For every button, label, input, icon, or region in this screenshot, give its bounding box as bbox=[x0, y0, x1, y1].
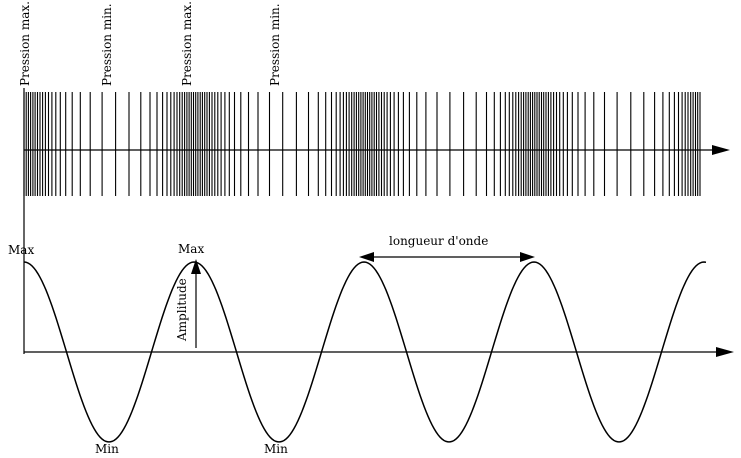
wavelength-arrowhead-left bbox=[359, 252, 374, 262]
pressure-axis-arrowhead bbox=[712, 145, 730, 155]
label-pressure-min-2: Pression min. bbox=[268, 3, 282, 86]
label-max-second: Max bbox=[178, 242, 205, 256]
label-min-second: Min bbox=[264, 442, 288, 456]
pressure-lines bbox=[23, 92, 701, 196]
label-pressure-min-1: Pression min. bbox=[100, 3, 114, 86]
sine-wave bbox=[23, 261, 707, 443]
label-pressure-max-1: Pression max. bbox=[18, 1, 32, 86]
amplitude-arrowhead bbox=[191, 259, 201, 274]
label-amplitude: Amplitude bbox=[175, 278, 189, 341]
label-max-left: Max bbox=[8, 243, 35, 257]
wavelength-arrowhead-right bbox=[520, 252, 535, 262]
label-wavelength: longueur d'onde bbox=[389, 234, 489, 248]
wave-axis-arrowhead bbox=[716, 347, 734, 357]
label-min-first: Min bbox=[95, 442, 119, 456]
label-pressure-max-2: Pression max. bbox=[180, 1, 194, 86]
